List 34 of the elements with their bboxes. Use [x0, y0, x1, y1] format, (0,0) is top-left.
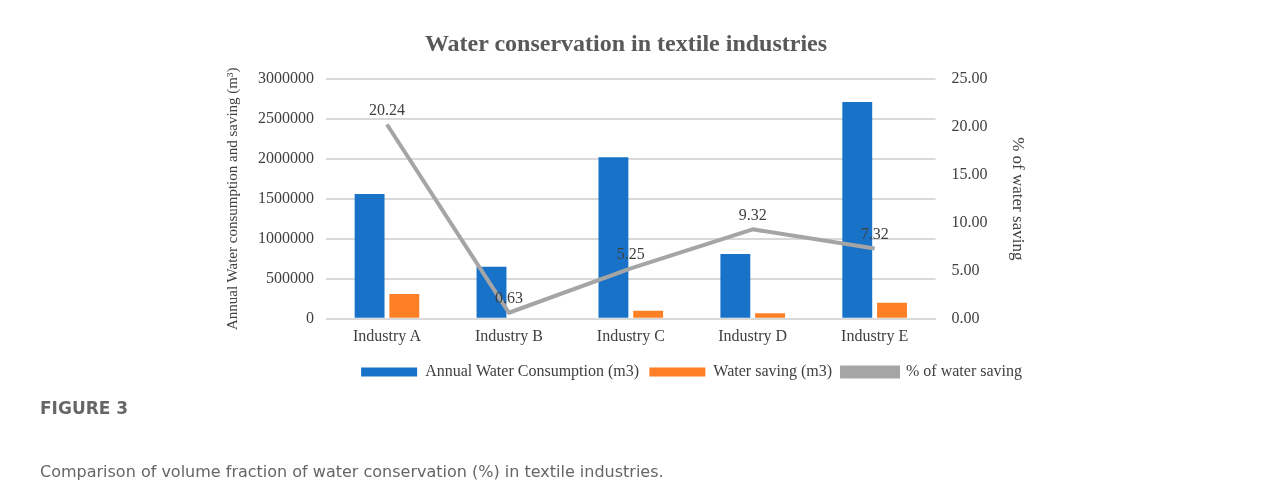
y-tick-label: 2500000	[258, 109, 314, 126]
y2-tick-label: 25.00	[951, 69, 988, 86]
chart-title: Water conservation in textile industries	[424, 29, 828, 56]
y2-tick-label: 20.00	[951, 117, 988, 134]
legend-label: % of water saving	[906, 362, 1023, 381]
x-tick-label: Industry B	[474, 326, 543, 345]
y-tick-label: 2000000	[258, 149, 314, 166]
bar	[720, 254, 751, 318]
y2-tick-label: 10.00	[951, 213, 988, 230]
caption: FIGURE 3	[40, 398, 129, 418]
y2-axis-title: % of water saving	[1009, 137, 1029, 261]
x-tick-label: Industry D	[718, 326, 788, 345]
y-tick-label: 1000000	[258, 229, 314, 246]
bar	[354, 194, 385, 318]
y-tick-label: 3000000	[258, 69, 314, 86]
y-tick-label: 0	[306, 309, 314, 326]
x-tick-label: Industry E	[841, 326, 909, 345]
text: Comparison of volume fraction of water conservation (%) in textile industries.	[40, 462, 664, 481]
y-axis-title: Annual Water consumption and saving (m³)	[223, 67, 241, 331]
data-label: 9.32	[738, 205, 767, 223]
bar	[877, 302, 907, 318]
bar	[755, 313, 786, 318]
bar	[389, 294, 420, 318]
y2-tick-label: 15.00	[951, 165, 988, 182]
legend-label: Annual Water Consumption (m3)	[425, 362, 640, 381]
x-tick-label: Industry A	[352, 326, 422, 345]
data-label: 20.24	[368, 100, 405, 118]
y2-tick-label: 0.00	[951, 309, 980, 326]
bar	[633, 310, 664, 318]
y-tick-label: 1500000	[258, 189, 314, 206]
y2-tick-label: 5.00	[951, 261, 980, 278]
legend-label: Water saving (m3)	[713, 362, 833, 381]
x-tick-label: Industry C	[596, 326, 665, 345]
y-tick-label: 500000	[266, 269, 314, 286]
